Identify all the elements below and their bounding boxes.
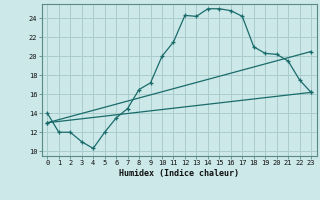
X-axis label: Humidex (Indice chaleur): Humidex (Indice chaleur) [119,169,239,178]
